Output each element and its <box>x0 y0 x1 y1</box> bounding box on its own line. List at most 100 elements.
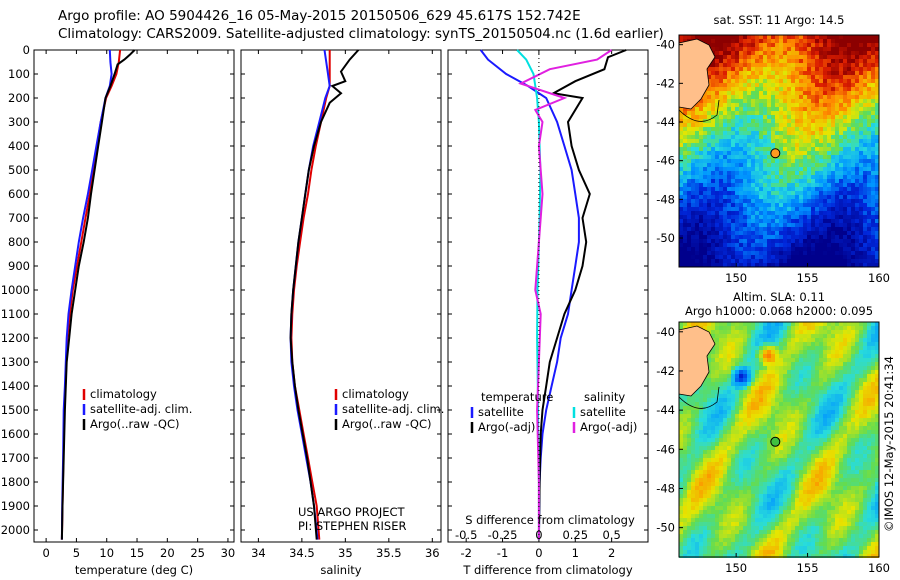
map-cell <box>787 135 791 139</box>
legend-label: Argo(..raw -QC) <box>90 417 180 431</box>
map-cell <box>743 67 747 71</box>
map-cell <box>811 91 815 95</box>
map-cell <box>863 207 867 211</box>
map-cell <box>711 99 715 103</box>
map-cell <box>755 434 759 438</box>
map-cell <box>691 446 695 450</box>
map-cell <box>819 374 823 378</box>
map-cell <box>731 322 735 326</box>
map-cell <box>815 95 819 99</box>
map-cell <box>783 71 787 75</box>
map-cell <box>823 75 827 79</box>
map-cell <box>755 462 759 466</box>
map-cell <box>719 183 723 187</box>
map-cell <box>807 418 811 422</box>
map-cell <box>815 342 819 346</box>
map-cell <box>855 231 859 235</box>
map-cell <box>759 402 763 406</box>
map-cell <box>855 370 859 374</box>
map-cell <box>791 183 795 187</box>
map-cell <box>691 171 695 175</box>
map-cell <box>763 119 767 123</box>
map-cell <box>863 191 867 195</box>
map-cell <box>827 346 831 350</box>
map-cell <box>775 406 779 410</box>
map-cell <box>847 183 851 187</box>
map-cell <box>767 103 771 107</box>
map-cell <box>691 219 695 223</box>
map-cell <box>715 394 719 398</box>
map-cell <box>683 255 687 259</box>
map-cell <box>767 67 771 71</box>
map-cell <box>863 107 867 111</box>
map-cell <box>731 235 735 239</box>
map-cell <box>875 167 879 171</box>
map-cell <box>871 374 875 378</box>
map-cell <box>747 99 751 103</box>
map-cell <box>831 103 835 107</box>
map-cell <box>747 406 751 410</box>
map-cell <box>787 191 791 195</box>
map-cell <box>727 362 731 366</box>
map-cell <box>859 55 863 59</box>
map-cell <box>799 406 803 410</box>
map-cell <box>835 195 839 199</box>
map-cell <box>875 247 879 251</box>
map-cell <box>859 410 863 414</box>
map-cell <box>787 366 791 370</box>
map-cell <box>859 446 863 450</box>
map-cell <box>827 247 831 251</box>
map-cell <box>871 43 875 47</box>
map-cell <box>715 91 719 95</box>
map-cell <box>763 358 767 362</box>
map-cell <box>699 255 703 259</box>
map-cell <box>871 35 875 39</box>
map-cell <box>851 263 855 267</box>
map-cell <box>855 139 859 143</box>
map-cell <box>871 155 875 159</box>
map-cell <box>871 123 875 127</box>
map-cell <box>831 91 835 95</box>
map-cell <box>851 346 855 350</box>
map-cell <box>723 171 727 175</box>
map-cell <box>767 446 771 450</box>
map-cell <box>695 131 699 135</box>
map-cell <box>851 454 855 458</box>
map-cell <box>851 199 855 203</box>
map-cell <box>795 334 799 338</box>
map-cell <box>763 239 767 243</box>
map-cell <box>751 394 755 398</box>
map-cell <box>735 55 739 59</box>
map-cell <box>711 251 715 255</box>
map-cell <box>703 390 707 394</box>
map-cell <box>683 203 687 207</box>
map-cell <box>835 326 839 330</box>
map-cell <box>851 243 855 247</box>
map-cell <box>859 211 863 215</box>
map-cell <box>811 183 815 187</box>
map-cell <box>771 227 775 231</box>
map-cell <box>723 95 727 99</box>
map-cell <box>771 95 775 99</box>
map-cell <box>771 430 775 434</box>
map-cell <box>767 370 771 374</box>
map-cell <box>759 414 763 418</box>
map-cell <box>687 442 691 446</box>
map-cell <box>859 135 863 139</box>
map-cell <box>683 458 687 462</box>
map-cell <box>727 127 731 131</box>
map-cell <box>807 366 811 370</box>
map-cell <box>767 322 771 326</box>
map-cell <box>827 378 831 382</box>
map-cell <box>815 370 819 374</box>
map-cell <box>711 87 715 91</box>
map-cell <box>703 259 707 263</box>
map-cell <box>719 167 723 171</box>
map-cell <box>875 251 879 255</box>
map-cell <box>847 127 851 131</box>
map-cell <box>743 450 747 454</box>
map-cell <box>867 350 871 354</box>
map-cell <box>683 227 687 231</box>
map-cell <box>803 151 807 155</box>
map-cell <box>867 103 871 107</box>
